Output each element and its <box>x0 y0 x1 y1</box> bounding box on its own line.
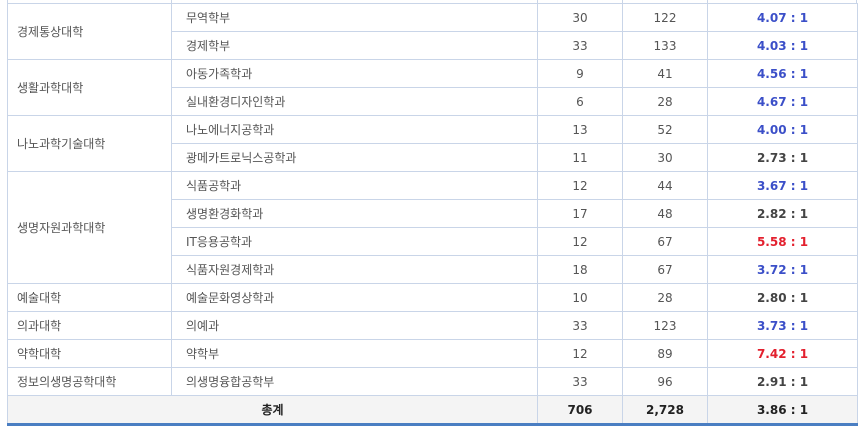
applicants-cell: 44 <box>622 171 708 200</box>
table-row: 예술대학 예술문화영상학과 10 28 2.80 : 1 <box>7 283 858 312</box>
total-row: 총계 706 2,728 3.86 : 1 <box>7 395 858 426</box>
college-cell: 의과대학 <box>7 311 172 340</box>
total-ratio: 3.86 : 1 <box>707 395 858 426</box>
table-row: 의과대학 의예과 33 123 3.73 : 1 <box>7 311 858 340</box>
quota-cell: 11 <box>537 143 623 172</box>
dept-cell: 의생명융합공학부 <box>171 367 538 396</box>
quota-cell: 6 <box>537 87 623 116</box>
dept-cell: 광메카트로닉스공학과 <box>171 143 538 172</box>
total-applicants: 2,728 <box>622 395 708 426</box>
quota-cell: 17 <box>537 199 623 228</box>
dept-cell: 실내환경디자인학과 <box>171 87 538 116</box>
applicants-cell: 122 <box>622 3 708 32</box>
ratio-cell: 4.03 : 1 <box>707 31 858 60</box>
college-cell: 경제통상대학 <box>7 3 172 60</box>
quota-cell: 9 <box>537 59 623 88</box>
quota-cell: 33 <box>537 31 623 60</box>
applicants-cell: 123 <box>622 311 708 340</box>
ratio-cell: 4.56 : 1 <box>707 59 858 88</box>
ratio-cell: 2.82 : 1 <box>707 199 858 228</box>
quota-cell: 18 <box>537 255 623 284</box>
applicants-cell: 28 <box>622 87 708 116</box>
college-cell: 정보의생명공학대학 <box>7 367 172 396</box>
quota-cell: 30 <box>537 3 623 32</box>
applicants-cell: 28 <box>622 283 708 312</box>
ratio-cell: 4.00 : 1 <box>707 115 858 144</box>
dept-cell: 식품자원경제학과 <box>171 255 538 284</box>
applicants-cell: 67 <box>622 255 708 284</box>
applicants-cell: 89 <box>622 339 708 368</box>
quota-cell: 12 <box>537 227 623 256</box>
college-cell: 예술대학 <box>7 283 172 312</box>
dept-cell: 약학부 <box>171 339 538 368</box>
quota-cell: 33 <box>537 367 623 396</box>
dept-cell: 식품공학과 <box>171 171 538 200</box>
dept-cell: 나노에너지공학과 <box>171 115 538 144</box>
quota-cell: 12 <box>537 339 623 368</box>
competition-rate-table: 경제통상대학 무역학부 30 122 4.07 : 1 경제학부 33 133 … <box>7 3 858 426</box>
applicants-cell: 41 <box>622 59 708 88</box>
total-label: 총계 <box>7 395 538 426</box>
applicants-cell: 67 <box>622 227 708 256</box>
dept-cell: 경제학부 <box>171 31 538 60</box>
ratio-cell: 7.42 : 1 <box>707 339 858 368</box>
table-row: 생명자원과학대학 식품공학과 12 44 3.67 : 1 <box>7 171 858 284</box>
dept-cell: IT응용공학과 <box>171 227 538 256</box>
college-cell: 생명자원과학대학 <box>7 171 172 284</box>
applicants-cell: 30 <box>622 143 708 172</box>
ratio-cell: 2.73 : 1 <box>707 143 858 172</box>
ratio-cell: 5.58 : 1 <box>707 227 858 256</box>
table-row: 생명환경화학과 17 48 2.82 : 1 <box>8 199 858 228</box>
ratio-cell: 3.73 : 1 <box>707 311 858 340</box>
table-row: 나노과학기술대학 나노에너지공학과 13 52 4.00 : 1 <box>7 115 858 172</box>
table-row: IT응용공학과 12 67 5.58 : 1 <box>8 227 858 256</box>
ratio-cell: 4.67 : 1 <box>707 87 858 116</box>
ratio-cell: 2.91 : 1 <box>707 367 858 396</box>
table-row: 경제통상대학 무역학부 30 122 4.07 : 1 <box>7 3 858 60</box>
college-cell: 나노과학기술대학 <box>7 115 172 172</box>
table-row: 약학대학 약학부 12 89 7.42 : 1 <box>7 339 858 368</box>
ratio-cell: 4.07 : 1 <box>707 3 858 32</box>
ratio-cell: 3.72 : 1 <box>707 255 858 284</box>
table-row: 실내환경디자인학과 6 28 4.67 : 1 <box>8 87 858 116</box>
quota-cell: 10 <box>537 283 623 312</box>
dept-cell: 아동가족학과 <box>171 59 538 88</box>
table-row: 정보의생명공학대학 의생명융합공학부 33 96 2.91 : 1 <box>7 367 858 396</box>
applicants-cell: 48 <box>622 199 708 228</box>
table-row: 경제학부 33 133 4.03 : 1 <box>8 31 858 60</box>
ratio-cell: 3.67 : 1 <box>707 171 858 200</box>
table-row: 생활과학대학 아동가족학과 9 41 4.56 : 1 <box>7 59 858 116</box>
dept-cell: 의예과 <box>171 311 538 340</box>
college-cell: 생활과학대학 <box>7 59 172 116</box>
applicants-cell: 52 <box>622 115 708 144</box>
quota-cell: 33 <box>537 311 623 340</box>
applicants-cell: 133 <box>622 31 708 60</box>
table-row: 식품자원경제학과 18 67 3.72 : 1 <box>8 255 858 284</box>
previous-row-edge <box>7 0 857 3</box>
dept-cell: 무역학부 <box>171 3 538 32</box>
total-quota: 706 <box>537 395 623 426</box>
quota-cell: 12 <box>537 171 623 200</box>
quota-cell: 13 <box>537 115 623 144</box>
ratio-cell: 2.80 : 1 <box>707 283 858 312</box>
college-cell: 약학대학 <box>7 339 172 368</box>
applicants-cell: 96 <box>622 367 708 396</box>
dept-cell: 예술문화영상학과 <box>171 283 538 312</box>
dept-cell: 생명환경화학과 <box>171 199 538 228</box>
